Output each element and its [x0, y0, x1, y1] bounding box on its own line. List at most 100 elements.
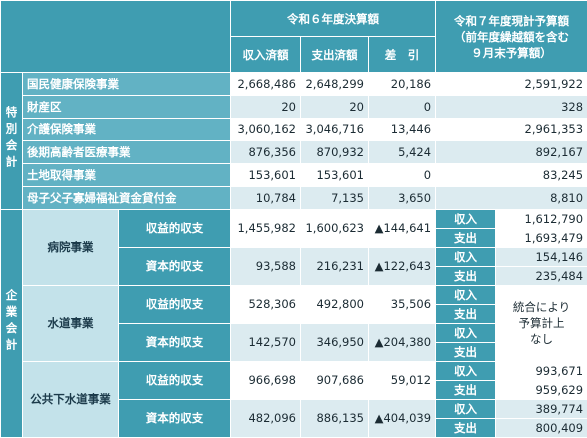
sub-account: 資本的収支 — [119, 323, 231, 361]
budget-label: 収入 — [436, 323, 496, 342]
amount: 886,135 — [301, 399, 369, 437]
amount: ▲404,039 — [369, 399, 436, 437]
amount: 20 — [301, 95, 369, 118]
amount: 2,648,299 — [301, 73, 369, 96]
budget-amount: 2,591,922 — [436, 73, 587, 96]
amount: 1,600,623 — [301, 209, 369, 247]
budget-label: 支出 — [436, 418, 496, 437]
amount: 13,446 — [369, 118, 436, 141]
budget-amount: 959,629 — [496, 380, 587, 399]
budget-label: 収入 — [436, 209, 496, 228]
budget-amount: 8,810 — [436, 186, 587, 209]
amount: 10,784 — [231, 186, 301, 209]
budget-label: 収入 — [436, 247, 496, 266]
amount: 0 — [369, 95, 436, 118]
budget-amount: 800,409 — [496, 418, 587, 437]
budget-note-line: 統合により — [500, 299, 583, 315]
sub-account: 収益的収支 — [119, 209, 231, 247]
business-name: 水道事業 — [23, 285, 119, 361]
header-fy7-line: ９月末予算額） — [440, 45, 583, 61]
amount: 7,135 — [301, 186, 369, 209]
amount: 3,650 — [369, 186, 436, 209]
section-label: 企業会計 — [1, 209, 23, 437]
budget-note-line: 予算計上 — [500, 315, 583, 331]
amount: 492,800 — [301, 285, 369, 323]
amount: 1,455,982 — [231, 209, 301, 247]
account-name: 財産区 — [23, 95, 231, 118]
amount: 966,698 — [231, 361, 301, 399]
budget-amount: 2,961,353 — [436, 118, 587, 141]
header-fy7-line: （前年度繰越額を含む — [440, 29, 583, 45]
amount: ▲204,380 — [369, 323, 436, 361]
amount: 153,601 — [231, 164, 301, 187]
section-label-text: 企業会計 — [4, 289, 20, 355]
budget-label: 支出 — [436, 266, 496, 285]
budget-amount: 993,671 — [496, 361, 587, 380]
amount: 0 — [369, 164, 436, 187]
amount: ▲144,641 — [369, 209, 436, 247]
account-name: 土地取得事業 — [23, 164, 231, 187]
header-corner — [1, 1, 231, 73]
amount: 153,601 — [301, 164, 369, 187]
section-label: 特別会計 — [1, 73, 23, 210]
section-label-text: 特別会計 — [4, 106, 20, 172]
account-name: 国民健康保険事業 — [23, 73, 231, 96]
budget-amount: 154,146 — [496, 247, 587, 266]
amount: 2,668,486 — [231, 73, 301, 96]
amount: 870,932 — [301, 141, 369, 164]
amount: 5,424 — [369, 141, 436, 164]
column-header: 差 引 — [369, 37, 436, 73]
budget-amount: 1,693,479 — [496, 228, 587, 247]
budget-note-line: なし — [500, 331, 583, 347]
amount: 20 — [231, 95, 301, 118]
account-name: 介護保険事業 — [23, 118, 231, 141]
amount: 876,356 — [231, 141, 301, 164]
amount: 528,306 — [231, 285, 301, 323]
column-header: 収入済額 — [231, 37, 301, 73]
amount: 59,012 — [369, 361, 436, 399]
budget-label: 収入 — [436, 361, 496, 380]
budget-note: 統合により予算計上なし — [496, 285, 587, 361]
amount: 142,570 — [231, 323, 301, 361]
budget-label: 支出 — [436, 228, 496, 247]
budget-label: 収入 — [436, 399, 496, 418]
amount: 3,060,162 — [231, 118, 301, 141]
budget-label: 支出 — [436, 380, 496, 399]
header-fy6: 令和６年度決算額 — [231, 1, 436, 37]
budget-label: 支出 — [436, 304, 496, 323]
account-name: 後期高齢者医療事業 — [23, 141, 231, 164]
amount: ▲122,643 — [369, 247, 436, 285]
column-header: 支出済額 — [301, 37, 369, 73]
budget-amount: 328 — [436, 95, 587, 118]
amount: 93,588 — [231, 247, 301, 285]
amount: 20,186 — [369, 73, 436, 96]
amount: 35,506 — [369, 285, 436, 323]
sub-account: 収益的収支 — [119, 285, 231, 323]
amount: 482,096 — [231, 399, 301, 437]
amount: 216,231 — [301, 247, 369, 285]
amount: 907,686 — [301, 361, 369, 399]
account-name: 母子父子寡婦福祉資金貸付金 — [23, 186, 231, 209]
budget-amount: 1,612,790 — [496, 209, 587, 228]
amount: 3,046,716 — [301, 118, 369, 141]
sub-account: 収益的収支 — [119, 361, 231, 399]
budget-label: 収入 — [436, 285, 496, 304]
business-name: 病院事業 — [23, 209, 119, 285]
sub-account: 資本的収支 — [119, 399, 231, 437]
sub-account: 資本的収支 — [119, 247, 231, 285]
business-name: 公共下水道事業 — [23, 361, 119, 437]
header-fy7-line: 令和７年度現計予算額 — [440, 13, 583, 29]
budget-amount: 892,167 — [436, 141, 587, 164]
